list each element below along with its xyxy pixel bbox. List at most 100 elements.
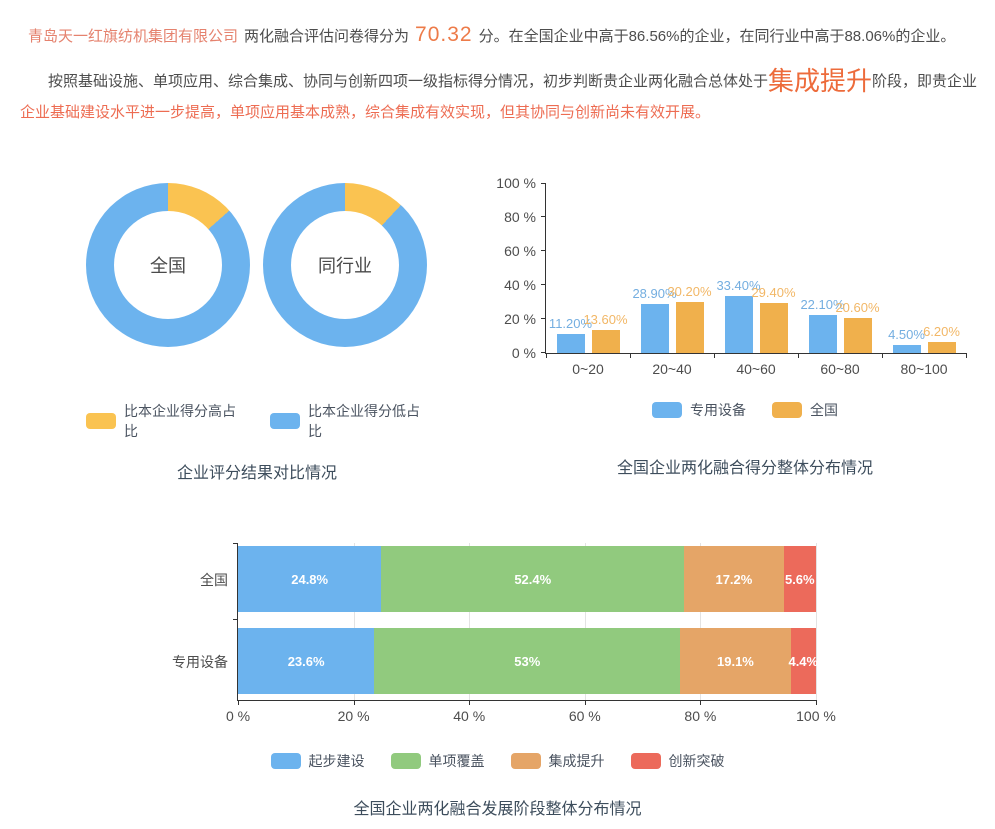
- y-axis-label: 20 %: [504, 311, 536, 327]
- legend-label: 创新突破: [668, 753, 725, 769]
- legend-label: 比本企业得分低占比: [308, 403, 420, 439]
- bar: [675, 301, 704, 353]
- bar-value-label: 11.20%: [548, 315, 593, 331]
- legend-item[interactable]: 起步建设: [270, 751, 365, 771]
- y-axis-tick: [541, 352, 546, 353]
- score-value: 70.32: [415, 23, 473, 46]
- row-category-label: 全国: [200, 572, 228, 588]
- y-axis-label: 0 %: [511, 345, 536, 361]
- score-distribution-section: 0 % 20 % 40 % 60 % 80 % 100 % 0~20 20~40 40~60 60…: [495, 175, 995, 478]
- donut-chart: 同行业: [263, 183, 427, 347]
- bar-value-label: 33.40%: [716, 278, 761, 294]
- stage-distribution-section: 24.8% 52.4% 17.2% 5.6% 全国 23.6% 53% 19.1% 4.4% 专用…: [0, 543, 995, 829]
- bar: [556, 333, 585, 353]
- legend-label: 专用设备: [690, 402, 746, 418]
- donut-row: 全国 同行业: [86, 183, 428, 347]
- y-axis-tick: [541, 318, 546, 319]
- score-summary: 青岛天一红旗纺机集团有限公司 两化融合评估问卷得分为 70.32 分。在全国企业中高于…: [28, 20, 983, 52]
- bar-value-label: 13.60%: [583, 311, 628, 327]
- segment-value-label: 17.2%: [715, 571, 753, 587]
- row-category-label: 专用设备: [172, 654, 228, 670]
- bar: [724, 296, 753, 353]
- stage-analysis: 按照基础设施、单项应用、综合集成、协同与创新四项一级指标得分情况，初步判断贵企业…: [20, 66, 979, 128]
- legend-item[interactable]: 比本企业得分低占比: [270, 401, 428, 441]
- stacked-legend: 起步建设 单项覆盖 集成提升 创新突破: [0, 751, 995, 771]
- bar-value-label: 20.60%: [835, 299, 880, 315]
- stacked-segment: 4.4%: [788, 628, 818, 694]
- category-label: 40~60: [736, 361, 776, 377]
- legend-item[interactable]: 专用设备: [652, 400, 746, 420]
- bar: [759, 303, 788, 353]
- segment-value-label: 53%: [514, 653, 541, 669]
- legend-label: 集成提升: [548, 753, 605, 769]
- gridline: [816, 543, 817, 700]
- bar-chart-title: 全国企业两化融合得分整体分布情况: [616, 460, 873, 477]
- x-axis-label: 20 %: [337, 708, 370, 724]
- x-axis-tick: [353, 700, 355, 705]
- x-axis-label: 40 %: [453, 708, 486, 724]
- legend-item[interactable]: 全国: [772, 400, 838, 420]
- category-label: 80~100: [900, 361, 948, 377]
- analysis-text-2: 阶段，即贵企业: [872, 73, 978, 90]
- y-axis-tick: [541, 183, 546, 184]
- segment-value-label: 52.4%: [514, 571, 552, 587]
- stacked-segment: 19.1%: [680, 628, 791, 694]
- x-axis-tick: [546, 353, 547, 358]
- legend-swatch: [652, 402, 682, 418]
- stacked-segment: 52.4%: [381, 546, 685, 612]
- x-axis-label: 100 %: [796, 708, 836, 724]
- legend-swatch: [270, 753, 301, 769]
- x-axis-label: 80 %: [684, 708, 717, 724]
- legend-item[interactable]: 单项覆盖: [390, 751, 485, 771]
- x-axis-tick: [700, 700, 702, 705]
- bar: [808, 315, 837, 353]
- donut-legend: 比本企业得分高占比 比本企业得分低占比: [86, 401, 428, 441]
- bar: [892, 345, 921, 353]
- x-axis-tick: [238, 700, 239, 705]
- segment-value-label: 19.1%: [717, 653, 754, 669]
- y-axis-tick: [541, 284, 546, 285]
- bar: [640, 303, 669, 353]
- stacked-segment: 17.2%: [684, 546, 784, 612]
- legend-swatch: [270, 413, 300, 429]
- legend-item[interactable]: 集成提升: [510, 751, 605, 771]
- legend-swatch: [390, 753, 421, 769]
- company-name: 青岛天一红旗纺机集团有限公司: [28, 28, 239, 45]
- y-axis-label: 100 %: [496, 175, 536, 191]
- stacked-segment: 24.8%: [238, 546, 382, 612]
- category-label: 60~80: [820, 361, 860, 377]
- stacked-bar-row: 23.6% 53% 19.1% 4.4%: [238, 628, 818, 694]
- donut-center-label: 全国: [150, 256, 186, 276]
- bar-value-label: 4.50%: [888, 327, 925, 343]
- bar-value-label: 22.10%: [800, 297, 845, 313]
- y-axis-label: 60 %: [504, 243, 536, 259]
- donut-center-label: 同行业: [318, 256, 372, 276]
- x-axis-tick: [469, 700, 471, 705]
- x-axis-tick: [714, 353, 715, 358]
- stacked-plot: 24.8% 52.4% 17.2% 5.6% 全国 23.6% 53% 19.1% 4.4% 专用…: [172, 543, 836, 724]
- x-axis-label: 60 %: [568, 708, 601, 724]
- donut-hole: 全国: [114, 211, 222, 319]
- analysis-highlight: 企业基础建设水平进一步提高，单项应用基本成熟，综合集成有效实现，但其协同与创新尚…: [20, 104, 711, 121]
- bar-value-label: 6.20%: [923, 324, 960, 340]
- legend-label: 全国: [810, 402, 838, 418]
- legend-item[interactable]: 比本企业得分高占比: [86, 401, 244, 441]
- legend-item[interactable]: 创新突破: [630, 751, 725, 771]
- legend-label: 单项覆盖: [428, 753, 485, 769]
- analysis-text-1: 按照基础设施、单项应用、综合集成、协同与创新四项一级指标得分情况，初步判断贵企业…: [48, 73, 769, 90]
- gridline: [469, 543, 471, 700]
- x-axis-tick: [816, 700, 817, 705]
- x-axis-label: 0 %: [225, 708, 251, 724]
- legend-swatch: [772, 402, 802, 418]
- bar: [927, 342, 956, 353]
- y-axis-tick: [233, 619, 238, 620]
- score-prefix-text: 两化融合评估问卷得分为: [244, 28, 410, 45]
- legend-swatch: [630, 753, 661, 769]
- x-axis-tick: [630, 353, 631, 358]
- x-axis-tick: [798, 353, 799, 358]
- legend-label: 比本企业得分高占比: [124, 403, 236, 439]
- donut-hole: 同行业: [291, 211, 399, 319]
- segment-value-label: 5.6%: [784, 571, 815, 587]
- bar: [843, 317, 872, 353]
- y-axis-label: 40 %: [504, 277, 536, 293]
